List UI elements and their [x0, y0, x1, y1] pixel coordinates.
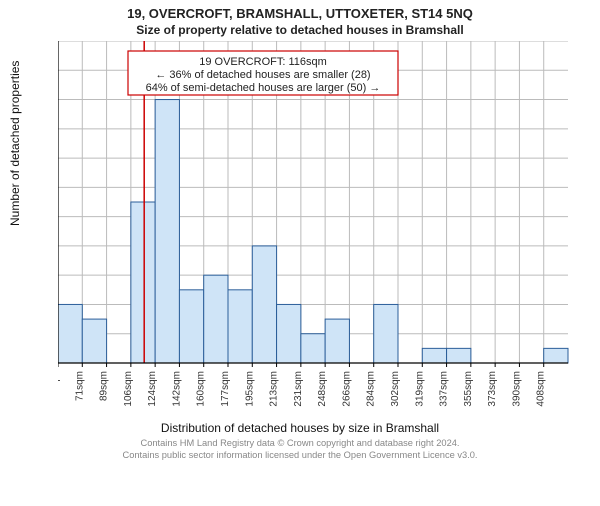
x-tick-label: 284sqm [366, 371, 377, 407]
chart-area: 024681012141618202253sqm71sqm89sqm106sqm… [58, 41, 600, 419]
page-subtitle: Size of property relative to detached ho… [0, 23, 600, 37]
x-tick-label: 53sqm [58, 371, 61, 401]
footer-line-2: Contains public sector information licen… [0, 449, 600, 461]
attribution-footer: Contains HM Land Registry data © Crown c… [0, 437, 600, 461]
x-tick-label: 71sqm [74, 371, 85, 401]
histogram-bar [58, 304, 82, 363]
histogram-bar [179, 290, 203, 363]
x-tick-label: 89sqm [99, 371, 110, 401]
histogram-bar [252, 246, 276, 363]
page-title-address: 19, OVERCROFT, BRAMSHALL, UTTOXETER, ST1… [0, 6, 600, 21]
histogram-bar [301, 334, 325, 363]
x-tick-label: 355sqm [463, 371, 474, 407]
histogram-bar [544, 348, 568, 363]
histogram-bar [374, 304, 398, 363]
x-tick-label: 177sqm [220, 371, 231, 407]
histogram-bar [447, 348, 471, 363]
histogram-bar [155, 100, 179, 363]
histogram-bar [228, 290, 252, 363]
x-axis-label: Distribution of detached houses by size … [0, 421, 600, 435]
x-tick-label: 231sqm [293, 371, 304, 407]
x-tick-label: 142sqm [171, 371, 182, 407]
x-tick-label: 408sqm [536, 371, 547, 407]
annotation-text: 64% of semi-detached houses are larger (… [146, 82, 381, 94]
x-tick-label: 248sqm [317, 371, 328, 407]
x-tick-label: 390sqm [511, 371, 522, 407]
histogram-bar [131, 202, 155, 363]
histogram-bar [277, 304, 301, 363]
footer-line-1: Contains HM Land Registry data © Crown c… [0, 437, 600, 449]
x-tick-label: 266sqm [341, 371, 352, 407]
x-tick-label: 319sqm [414, 371, 425, 407]
histogram-bar [204, 275, 228, 363]
annotation-text: ← 36% of detached houses are smaller (28… [155, 69, 370, 81]
x-tick-label: 213sqm [269, 371, 280, 407]
x-tick-label: 337sqm [439, 371, 450, 407]
x-tick-label: 106sqm [123, 371, 134, 407]
x-tick-label: 373sqm [487, 371, 498, 407]
x-tick-label: 302sqm [390, 371, 401, 407]
histogram-bar [82, 319, 106, 363]
annotation-text: 19 OVERCROFT: 116sqm [199, 56, 327, 68]
histogram-bar [422, 348, 446, 363]
x-tick-label: 160sqm [196, 371, 207, 407]
x-tick-label: 124sqm [147, 371, 158, 407]
y-axis-label: Number of detached properties [8, 61, 22, 226]
histogram-bar [325, 319, 349, 363]
x-tick-label: 195sqm [244, 371, 255, 407]
